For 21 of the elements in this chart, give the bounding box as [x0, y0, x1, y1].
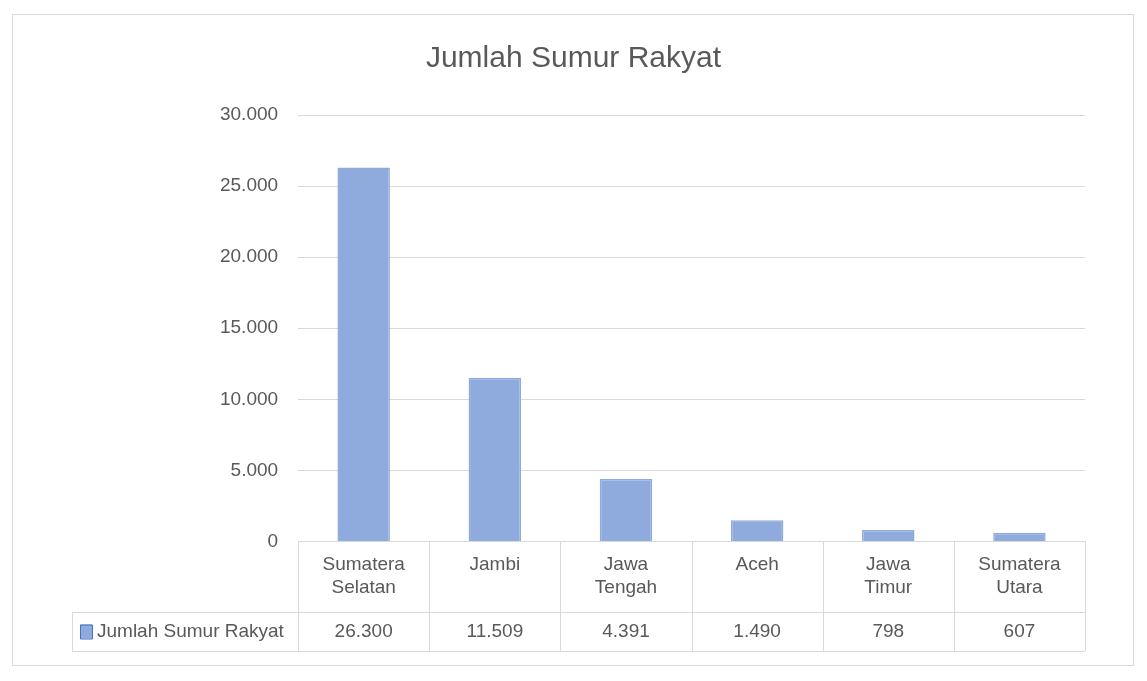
data-label: 1.490: [733, 619, 781, 641]
data-label: 798: [872, 619, 905, 641]
x-tick-label: Sumatera Utara: [978, 553, 1062, 597]
data-label: 26.300: [334, 619, 393, 641]
x-tick-label: Sumatera Selatan: [322, 553, 406, 597]
x-tick-label: Jambi: [469, 553, 521, 575]
y-tick-label: 15.000: [219, 316, 279, 338]
y-tick-label: 30.000: [219, 103, 279, 125]
y-tick-label: 25.000: [219, 174, 279, 196]
y-tick-label: 10.000: [219, 387, 279, 409]
y-tick-label: 20.000: [219, 245, 279, 267]
y-tick-label: 0: [267, 529, 279, 551]
legend-label: Jumlah Sumur Rakyat: [97, 619, 285, 641]
chart-title: Jumlah Sumur Rakyat: [424, 40, 723, 74]
x-tick-label: Aceh: [735, 553, 779, 575]
data-label: 607: [1003, 619, 1036, 641]
data-label: 11.509: [466, 619, 524, 641]
y-tick-label: 5.000: [230, 458, 279, 480]
x-tick-label: Jawa Tengah: [594, 553, 658, 597]
data-label: 4.391: [602, 619, 650, 641]
x-tick-label: Jawa Timur: [864, 553, 913, 597]
